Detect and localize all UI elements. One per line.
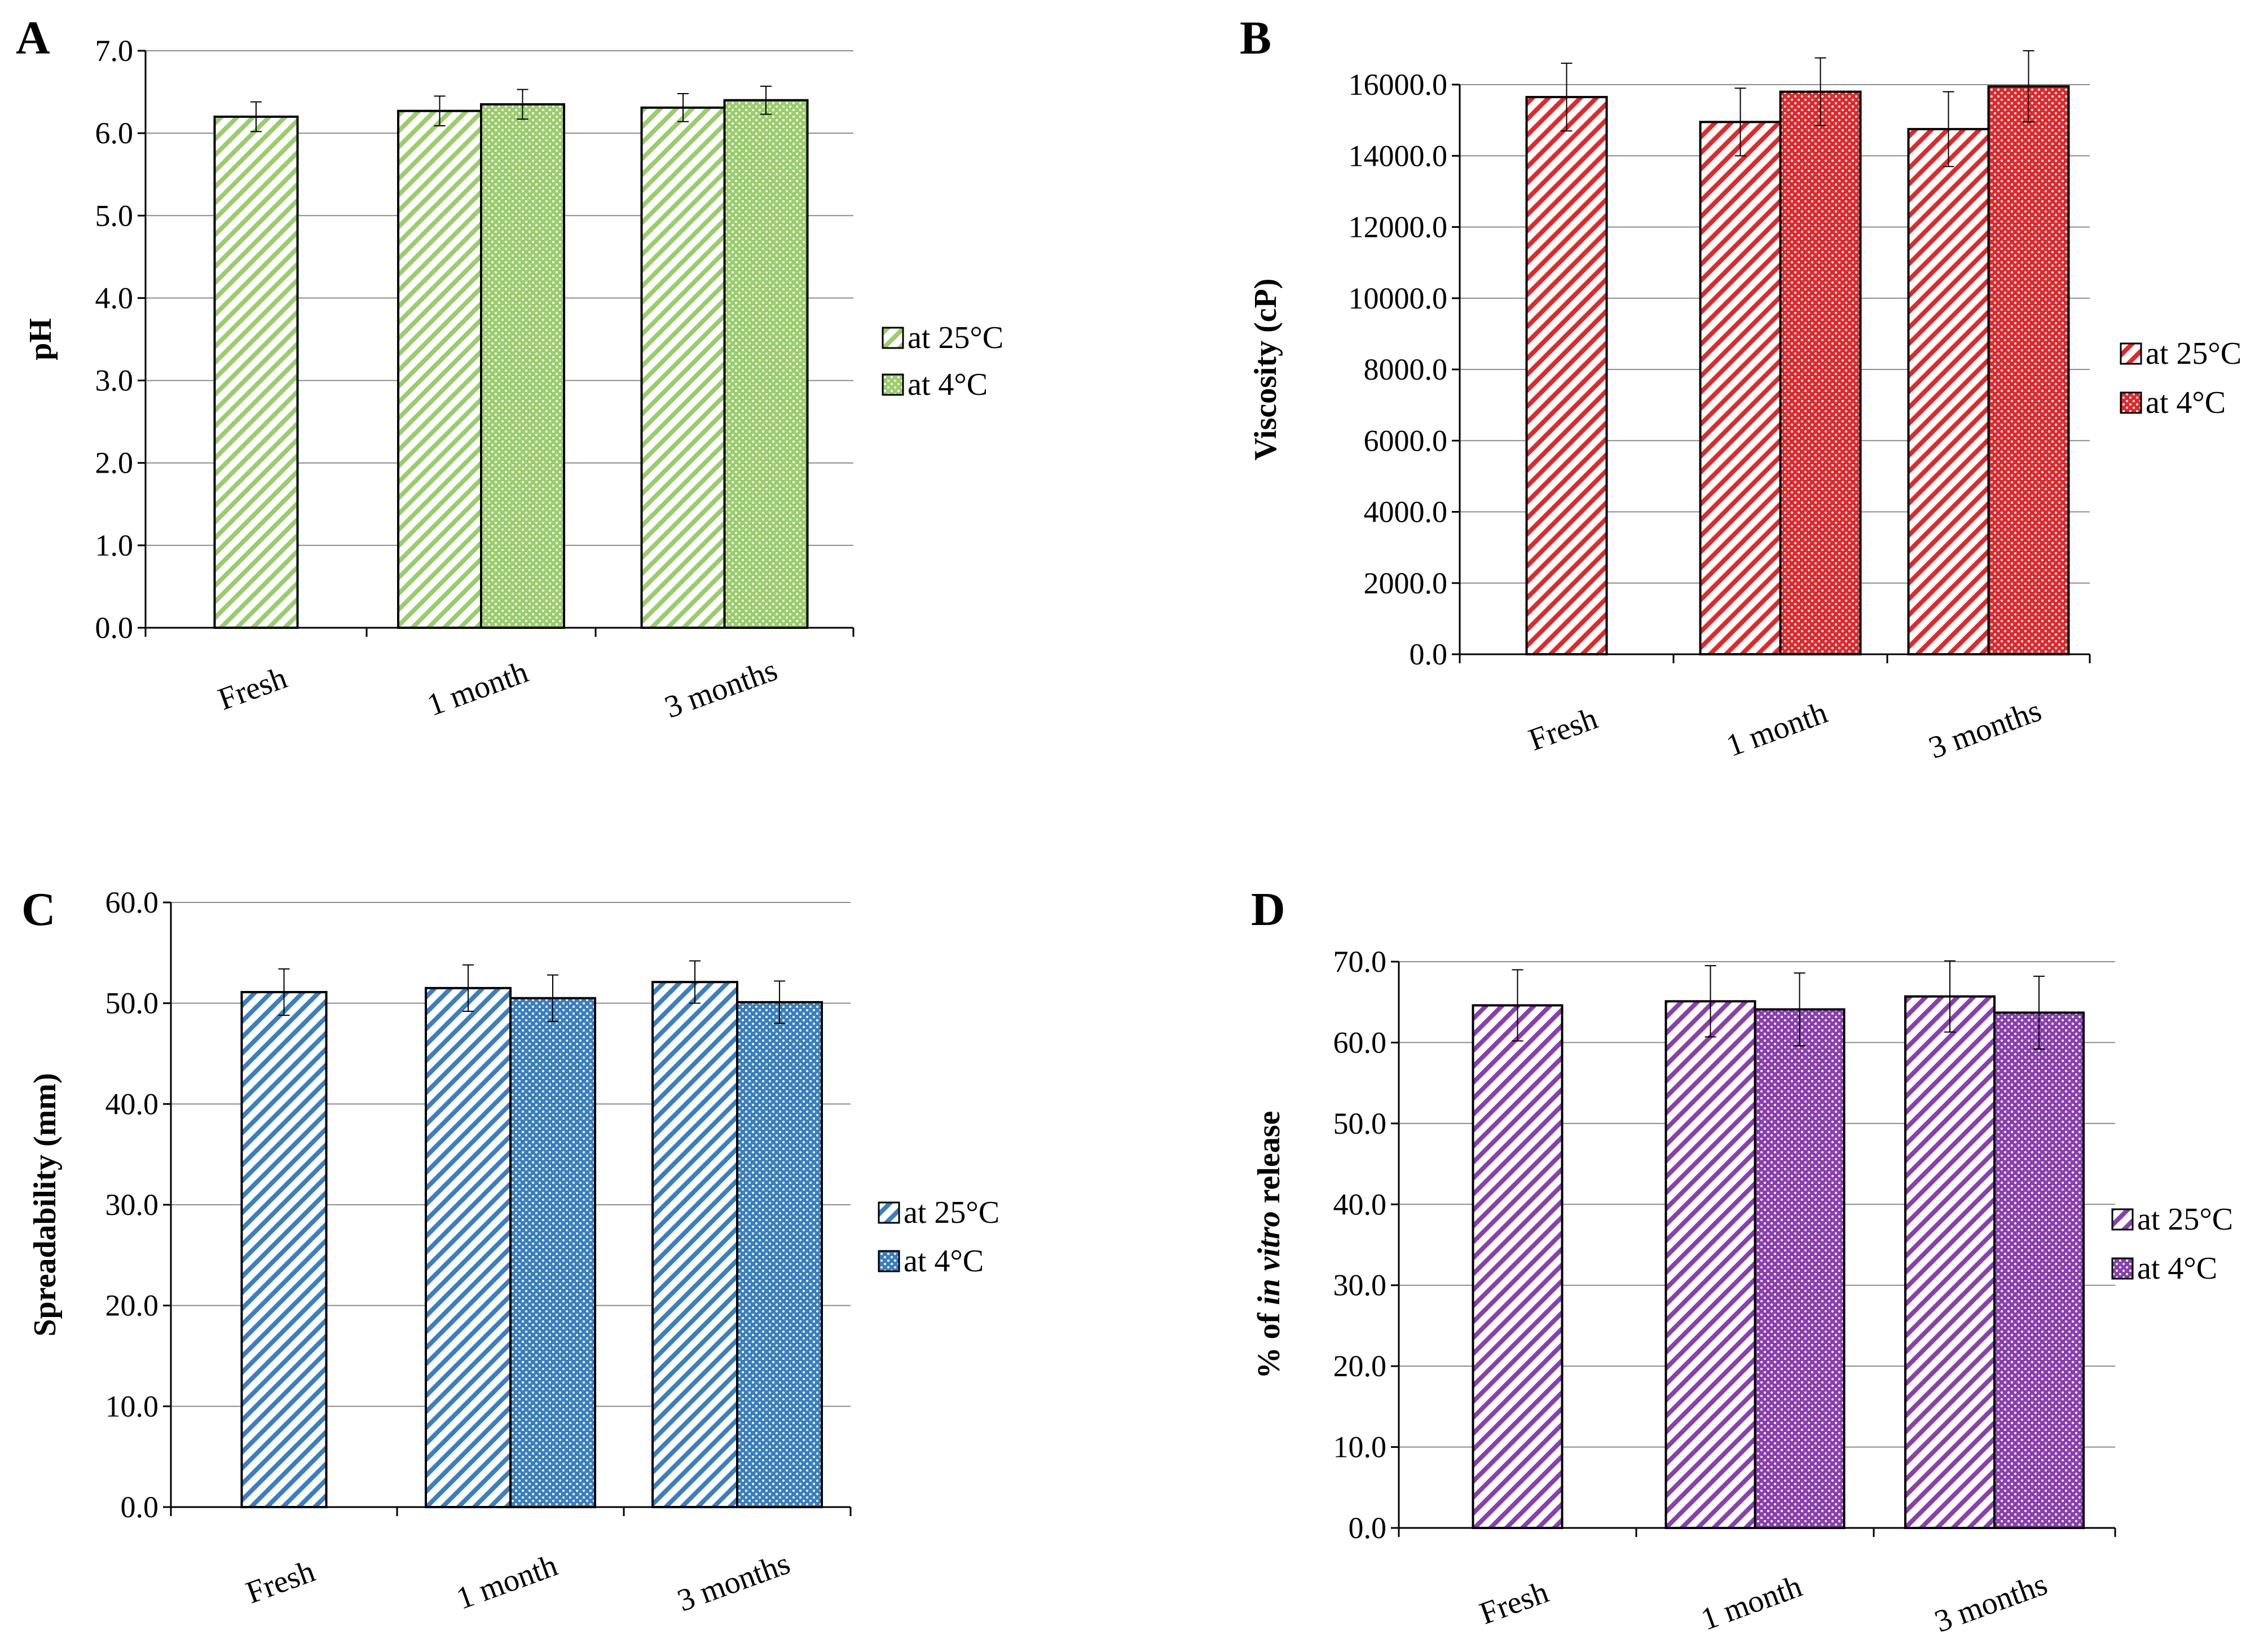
x-category-label: 3 months bbox=[1925, 693, 2046, 766]
y-tick-label: 20.0 bbox=[1333, 1349, 1387, 1383]
y-tick-label: 16000.0 bbox=[1349, 68, 1448, 102]
bar-1-month-25c bbox=[397, 109, 482, 629]
bar-3-months-25c bbox=[651, 981, 738, 1508]
y-tick-label: 6000.0 bbox=[1364, 424, 1448, 457]
y-tick-label: 30.0 bbox=[105, 1188, 159, 1222]
bar-3-months-25c bbox=[1907, 127, 1990, 655]
panel-label: D bbox=[1251, 883, 1285, 936]
y-tick-label: 14000.0 bbox=[1349, 139, 1448, 173]
legend-swatch bbox=[2120, 342, 2142, 365]
y-tick-label: 60.0 bbox=[1333, 1025, 1387, 1059]
legend-label: at 25°C bbox=[904, 1195, 999, 1230]
chart-panel-d: D 0.0 10.0 20.0 30.0 40.0 50.0 60.0 70.0 Fresh 1 m… bbox=[1251, 883, 2233, 1640]
y-tick-label: 2000.0 bbox=[1364, 566, 1448, 600]
x-category-label: 3 months bbox=[1930, 1567, 2052, 1640]
legend-label: at 25°C bbox=[2137, 1202, 2233, 1237]
x-category-label: Fresh bbox=[241, 1554, 319, 1611]
y-tick-label: 7.0 bbox=[95, 34, 134, 68]
y-tick-label: 40.0 bbox=[105, 1087, 159, 1121]
bar-3-months-4c bbox=[1987, 85, 2070, 655]
x-category-label: 1 month bbox=[1697, 1569, 1807, 1637]
y-tick-label: 2.0 bbox=[95, 446, 134, 480]
legend-swatch bbox=[878, 1201, 900, 1224]
y-tick-label: 12000.0 bbox=[1349, 210, 1448, 244]
y-tick-label: 1.0 bbox=[95, 528, 134, 562]
y-tick-label: 10.0 bbox=[105, 1389, 159, 1423]
x-category-label: Fresh bbox=[214, 660, 292, 717]
x-category-label: Fresh bbox=[1475, 1575, 1553, 1632]
bar-1-month-4c bbox=[509, 997, 596, 1508]
legend-label: at 4°C bbox=[904, 1244, 984, 1279]
y-tick-label: 0.0 bbox=[1349, 1511, 1387, 1545]
bar-fresh-25c bbox=[213, 115, 299, 629]
y-axis-label: pH bbox=[23, 318, 58, 360]
legend-label: at 25°C bbox=[2146, 336, 2241, 371]
x-category-label: 1 month bbox=[422, 654, 532, 723]
legend-label: at 4°C bbox=[2137, 1251, 2217, 1286]
y-tick-label: 20.0 bbox=[105, 1289, 159, 1323]
x-category-label: Fresh bbox=[1524, 701, 1602, 758]
y-tick-label: 10.0 bbox=[1333, 1430, 1387, 1464]
bar-fresh-25c bbox=[240, 991, 328, 1508]
y-tick-label: 8000.0 bbox=[1364, 353, 1448, 386]
y-tick-label: 70.0 bbox=[1333, 945, 1387, 979]
y-tick-label: 0.0 bbox=[95, 611, 134, 645]
y-tick-label: 40.0 bbox=[1333, 1187, 1387, 1221]
x-category-label: 3 months bbox=[660, 653, 782, 725]
legend-swatch bbox=[882, 327, 904, 349]
legend-swatch bbox=[882, 373, 904, 396]
y-tick-label: 6.0 bbox=[95, 116, 134, 150]
y-tick-label: 4.0 bbox=[95, 281, 134, 315]
y-axis-label: Viscosity (cP) bbox=[1248, 279, 1283, 461]
y-tick-label: 60.0 bbox=[105, 886, 159, 919]
legend-label: at 4°C bbox=[908, 367, 988, 402]
y-tick-label: 4000.0 bbox=[1364, 495, 1448, 529]
legend-swatch bbox=[2120, 391, 2142, 414]
y-tick-label: 0.0 bbox=[121, 1490, 159, 1524]
y-tick-label: 50.0 bbox=[1333, 1107, 1387, 1140]
y-axis-label: Spreadability (mm) bbox=[28, 1073, 63, 1336]
x-category-label: 1 month bbox=[452, 1548, 562, 1616]
panel-label: C bbox=[21, 883, 56, 936]
legend-swatch bbox=[2111, 1257, 2134, 1280]
bar-fresh-25c bbox=[1525, 96, 1608, 655]
y-axis-label: % of in vitro release bbox=[1252, 1111, 1287, 1379]
bar-1-month-25c bbox=[1699, 121, 1782, 655]
bar-fresh-25c bbox=[1472, 1004, 1564, 1529]
chart-panel-b: B 0.0 2000.0 4000.0 6000.0 8000.0 10000.0 12000… bbox=[1240, 12, 2241, 766]
bar-1-month-4c bbox=[1779, 90, 1862, 655]
legend-swatch bbox=[878, 1250, 900, 1272]
bar-3-months-4c bbox=[736, 1001, 823, 1508]
panel-label: B bbox=[1240, 12, 1271, 64]
y-tick-label: 30.0 bbox=[1333, 1268, 1387, 1302]
y-tick-label: 10000.0 bbox=[1349, 281, 1448, 315]
bar-3-months-25c bbox=[640, 106, 726, 629]
y-tick-label: 0.0 bbox=[1410, 637, 1448, 671]
x-category-label: 3 months bbox=[673, 1546, 795, 1619]
bar-1-month-4c bbox=[480, 103, 565, 629]
bar-1-month-25c bbox=[1664, 1000, 1756, 1529]
legend-label: at 25°C bbox=[908, 320, 1003, 355]
bar-1-month-4c bbox=[1754, 1008, 1846, 1529]
bar-3-months-4c bbox=[1993, 1011, 2085, 1529]
y-tick-label: 3.0 bbox=[95, 364, 134, 398]
bar-3-months-4c bbox=[723, 99, 809, 629]
panel-label: A bbox=[16, 12, 50, 64]
chart-panel-a: A 0.0 1.0 2.0 3.0 4.0 5.0 6.0 7.0 Fresh 1 month 3 m… bbox=[16, 12, 1003, 725]
x-category-label: 1 month bbox=[1722, 695, 1832, 764]
legend-swatch bbox=[2111, 1208, 2134, 1231]
chart-panel-c: C 0.0 10.0 20.0 30.0 40.0 50.0 60.0 Fresh 1 month… bbox=[21, 883, 999, 1619]
y-tick-label: 5.0 bbox=[95, 199, 134, 232]
legend-label: at 4°C bbox=[2146, 385, 2226, 420]
bar-1-month-25c bbox=[425, 986, 512, 1509]
y-tick-label: 50.0 bbox=[105, 986, 159, 1020]
bar-3-months-25c bbox=[1904, 995, 1996, 1530]
